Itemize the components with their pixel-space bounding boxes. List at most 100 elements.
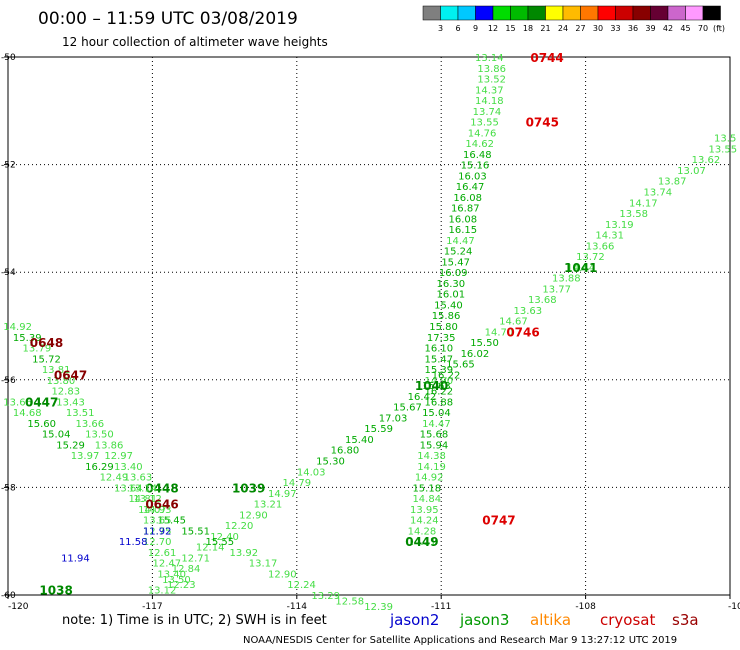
pass-time-label: 0449 bbox=[405, 535, 438, 549]
swh-value-label: 14.90 bbox=[424, 376, 453, 387]
pass-time-label: 0648 bbox=[30, 336, 63, 350]
swh-value-label: 14.38 bbox=[417, 451, 446, 462]
colorbar-swatch bbox=[562, 5, 581, 21]
colorbar-swatch bbox=[597, 5, 616, 21]
swh-value-label: 15.47 bbox=[424, 354, 453, 365]
pass-time-label: 0447 bbox=[25, 395, 58, 409]
swh-value-label: 14.47 bbox=[446, 236, 475, 247]
legend-entry-jason3: jason3 bbox=[459, 611, 509, 629]
swh-value-label: 16.30 bbox=[437, 279, 466, 290]
colorbar-label: 3 bbox=[438, 24, 443, 33]
swh-value-label: 14.18 bbox=[475, 96, 504, 107]
swh-value-label: 16.80 bbox=[331, 446, 360, 457]
swh-value-label: 13.65 bbox=[143, 516, 172, 527]
swh-value-label: 13.14 bbox=[475, 53, 504, 64]
colorbar-label: 39 bbox=[645, 24, 655, 33]
swh-value-label: 12.20 bbox=[225, 521, 254, 532]
legend-entry-cryosat: cryosat bbox=[600, 611, 655, 629]
swh-value-label: 13.14 bbox=[128, 483, 157, 494]
swh-value-label: 13.51 bbox=[66, 408, 95, 419]
swh-value-label: 14.79 bbox=[282, 478, 311, 489]
swh-value-label: 15.04 bbox=[422, 408, 451, 419]
swh-value-label: 12.14 bbox=[196, 543, 225, 554]
colorbar-label: 42 bbox=[663, 24, 673, 33]
swh-value-label: 13.64 bbox=[114, 483, 143, 494]
colorbar-swatch bbox=[615, 5, 634, 21]
swh-value-label: 16.48 bbox=[463, 150, 492, 161]
swh-value-label: 12.61 bbox=[148, 548, 177, 559]
swh-value-label: 14.81 bbox=[128, 494, 157, 505]
pass-time-label: 0448 bbox=[145, 481, 178, 495]
swh-value-label: 12.40 bbox=[210, 532, 239, 543]
swh-value-label: 15.16 bbox=[461, 161, 490, 172]
swh-value-label: 13.86 bbox=[95, 440, 124, 451]
swh-value-label: 15.47 bbox=[441, 257, 470, 268]
swh-value-label: 16.47 bbox=[456, 182, 485, 193]
colorbar-unit: (ft) bbox=[713, 24, 725, 33]
swh-value-label: 13.74 bbox=[643, 188, 672, 199]
colorbar-swatch bbox=[685, 5, 704, 21]
swh-value-label: 15.67 bbox=[393, 403, 422, 414]
swh-value-label: 12.84 bbox=[172, 564, 201, 575]
swh-value-label: 13.19 bbox=[605, 220, 634, 231]
swh-value-label: 17.03 bbox=[379, 413, 408, 424]
swh-value-label: 15.68 bbox=[420, 430, 449, 441]
swh-value-label: 16.15 bbox=[449, 225, 478, 236]
note-text: note: 1) Time is in UTC; 2) SWH is in fe… bbox=[62, 613, 327, 628]
pass-time-label: 1040 bbox=[415, 379, 448, 393]
swh-value-label: 14.28 bbox=[408, 526, 437, 537]
swh-value-label: 14.76 bbox=[468, 128, 497, 139]
colorbar-label: 70 bbox=[698, 24, 708, 33]
swh-value-label: 13.77 bbox=[542, 284, 571, 295]
colorbar-label: 36 bbox=[628, 24, 638, 33]
y-tick-label: -58 bbox=[1, 483, 16, 493]
data-labels: 13.1413.8613.5214.3714.1813.7413.5514.76… bbox=[3, 51, 737, 613]
swh-value-label: 12.23 bbox=[167, 580, 196, 591]
swh-value-label: 13.50 bbox=[85, 430, 114, 441]
swh-value-label: 15.55 bbox=[205, 537, 234, 548]
swh-value-label: 13.12 bbox=[148, 586, 177, 597]
x-tick-label: -10 bbox=[728, 602, 740, 612]
legend-entry-s3a: s3a bbox=[672, 611, 699, 629]
legend-entry-jason2: jason2 bbox=[389, 611, 439, 629]
pass-time-label: 1038 bbox=[39, 584, 72, 598]
swh-value-label: 11.92 bbox=[143, 526, 172, 537]
colorbar-swatch bbox=[632, 5, 651, 21]
swh-value-label: 13.72 bbox=[576, 252, 605, 263]
swh-value-label: 13.52 bbox=[477, 75, 506, 86]
swh-value-label: 13.55 bbox=[470, 118, 499, 129]
colorbar-swatch bbox=[545, 5, 564, 21]
swh-value-label: 14.17 bbox=[629, 198, 658, 209]
colorbar-swatch bbox=[580, 5, 599, 21]
pass-time-label: 0646 bbox=[145, 498, 178, 512]
y-tick-label: -60 bbox=[1, 591, 16, 601]
swh-value-label: 11.94 bbox=[61, 553, 90, 564]
x-tick-label: -114 bbox=[287, 602, 308, 612]
swh-value-label: 16.29 bbox=[85, 462, 114, 473]
swh-value-label: 12.58 bbox=[335, 596, 364, 607]
swh-value-label: 13.81 bbox=[42, 365, 71, 376]
swh-value-label: 13.62 bbox=[692, 155, 721, 166]
swh-value-label: 16.09 bbox=[439, 268, 468, 279]
swh-value-label: 14.97 bbox=[268, 489, 297, 500]
swh-value-label: 15.72 bbox=[32, 354, 61, 365]
swh-value-label: 12.90 bbox=[239, 510, 268, 521]
pass-time-label: 0747 bbox=[482, 514, 515, 528]
swh-value-label: 13.5 bbox=[714, 134, 736, 145]
axis-tick-labels: -120 -117 -114 -111 -108 -10 -50 -52 -54 -56 -58 -6… bbox=[1, 53, 740, 612]
colorbar-swatch bbox=[457, 5, 476, 21]
colorbar-swatch bbox=[667, 5, 686, 21]
swh-value-label: 15.24 bbox=[444, 247, 473, 258]
x-tick-label: -120 bbox=[8, 602, 29, 612]
swh-value-label: 15.63 bbox=[422, 381, 451, 392]
swh-value-label: 12.47 bbox=[153, 559, 182, 570]
chart-title: 00:00 – 11:59 UTC 03/08/2019 bbox=[38, 9, 298, 29]
colorbar-swatch bbox=[440, 5, 459, 21]
plot-border bbox=[7, 56, 731, 596]
swh-value-label: 13.63 bbox=[514, 306, 543, 317]
colorbar-swatch bbox=[510, 5, 529, 21]
swh-value-label: 16.10 bbox=[424, 344, 453, 355]
grid-lines bbox=[8, 57, 730, 595]
swh-value-label: 13.58 bbox=[619, 209, 648, 220]
